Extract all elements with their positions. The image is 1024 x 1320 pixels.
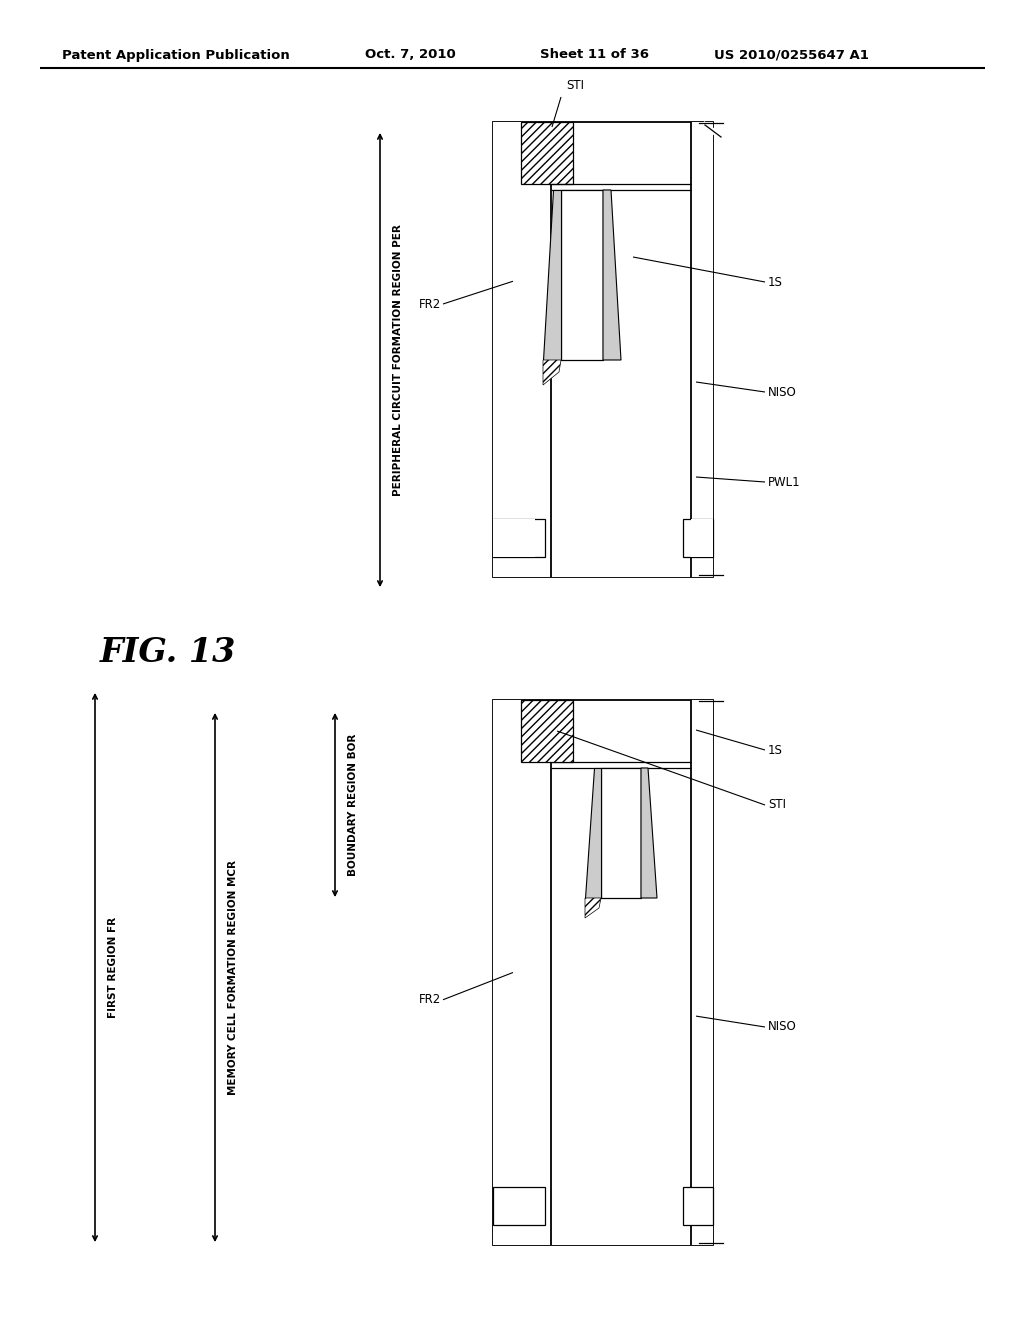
Text: Patent Application Publication: Patent Application Publication bbox=[62, 49, 290, 62]
Bar bbox=[521, 121, 573, 183]
Text: US 2010/0255647 A1: US 2010/0255647 A1 bbox=[714, 49, 869, 62]
Text: Oct. 7, 2010: Oct. 7, 2010 bbox=[365, 49, 456, 62]
Text: NISO: NISO bbox=[768, 1020, 797, 1034]
Text: STI: STI bbox=[566, 79, 584, 92]
Bar bbox=[691, 121, 713, 577]
Bar bbox=[601, 768, 641, 898]
Text: STI: STI bbox=[768, 799, 786, 812]
Text: BOUNDARY REGION BOR: BOUNDARY REGION BOR bbox=[348, 734, 358, 876]
Polygon shape bbox=[493, 519, 535, 557]
Bar bbox=[493, 700, 551, 1245]
Polygon shape bbox=[543, 360, 561, 385]
Text: MEMORY CELL FORMATION REGION MCR: MEMORY CELL FORMATION REGION MCR bbox=[228, 861, 238, 1096]
Polygon shape bbox=[641, 768, 657, 898]
Text: PERIPHERAL CIRCUIT FORMATION REGION PER: PERIPHERAL CIRCUIT FORMATION REGION PER bbox=[393, 224, 403, 496]
Bar bbox=[683, 1187, 713, 1225]
Text: Sheet 11 of 36: Sheet 11 of 36 bbox=[540, 49, 649, 62]
Polygon shape bbox=[691, 519, 713, 557]
Bar bbox=[691, 700, 713, 1245]
Bar bbox=[561, 190, 603, 360]
Text: FR2: FR2 bbox=[419, 297, 441, 310]
Text: 1S: 1S bbox=[768, 276, 783, 289]
Bar bbox=[683, 519, 713, 557]
Bar bbox=[493, 121, 713, 577]
Text: 1S: 1S bbox=[768, 743, 783, 756]
Bar bbox=[521, 700, 573, 762]
Text: NISO: NISO bbox=[768, 385, 797, 399]
Text: PWL1: PWL1 bbox=[768, 475, 801, 488]
Text: FR2: FR2 bbox=[419, 993, 441, 1006]
Text: FIG. 13: FIG. 13 bbox=[100, 636, 237, 669]
Bar bbox=[493, 121, 551, 577]
Polygon shape bbox=[543, 190, 561, 360]
Bar bbox=[551, 297, 691, 577]
Bar bbox=[551, 900, 691, 1245]
Text: FIRST REGION FR: FIRST REGION FR bbox=[108, 917, 118, 1018]
Polygon shape bbox=[585, 768, 601, 898]
Polygon shape bbox=[603, 190, 621, 360]
Bar bbox=[493, 700, 713, 1245]
Polygon shape bbox=[585, 898, 601, 917]
Bar bbox=[493, 1187, 545, 1225]
Bar bbox=[493, 519, 545, 557]
